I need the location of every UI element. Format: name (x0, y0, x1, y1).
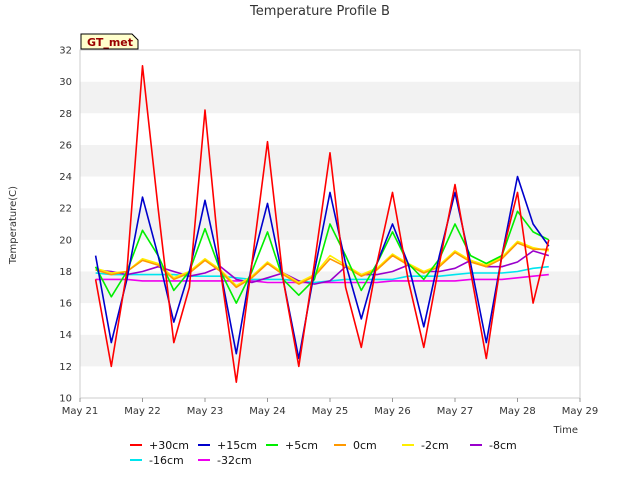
x-tick-label: May 27 (437, 406, 474, 417)
legend-label: +30cm (149, 439, 189, 452)
x-tick-label: May 29 (562, 406, 599, 417)
legend-label: -32cm (217, 454, 252, 467)
grid-band (80, 144, 580, 177)
x-tick-label: May 21 (62, 406, 99, 417)
y-tick-label: 28 (59, 109, 72, 120)
y-tick-label: 26 (59, 140, 72, 151)
x-tick-label: May 23 (187, 406, 224, 417)
y-tick-label: 14 (59, 330, 72, 341)
gt-met-annotation: GT_met (80, 33, 139, 50)
series-line-+5cm (94, 210, 550, 304)
y-tick-label: 24 (59, 172, 72, 183)
y-tick-label: 20 (59, 235, 72, 246)
grid-band (80, 50, 580, 82)
x-tick-label: May 25 (312, 406, 349, 417)
series-line-+30cm (94, 65, 550, 384)
grid-band (80, 271, 580, 304)
y-tick-label: 10 (59, 394, 72, 405)
legend: +30cm +15cm +5cm 0cm -2cm -8cm -16cm -32cm (130, 439, 517, 467)
legend-label: 0cm (353, 439, 377, 452)
grid-band (80, 81, 580, 114)
y-tick-label: 30 (59, 77, 72, 88)
legend-label: -2cm (421, 439, 449, 452)
y-axis-ticks: 10 12 14 16 18 20 22 24 26 28 30 32 (59, 46, 72, 405)
y-tick-label: 32 (59, 46, 72, 57)
x-tick-label: May 26 (374, 406, 411, 417)
y-tick-label: 18 (59, 267, 72, 278)
x-tick-label: May 24 (249, 406, 286, 417)
y-tick-label: 16 (59, 299, 72, 310)
y-tick-label: 12 (59, 362, 72, 373)
y-axis-label: Temperature(C) (8, 186, 19, 265)
legend-label: +15cm (217, 439, 257, 452)
chart-title: Temperature Profile B (249, 4, 390, 19)
x-tick-label: May 22 (124, 406, 161, 417)
x-axis-label: Time (553, 425, 578, 436)
series-line-0cm (95, 242, 549, 289)
grid-band (80, 303, 580, 335)
series-line--2cm (95, 240, 549, 287)
grid-band (80, 113, 580, 145)
grid-band (80, 334, 580, 367)
legend-label: +5cm (285, 439, 318, 452)
legend-label: -16cm (149, 454, 184, 467)
legend-label: -8cm (489, 439, 517, 452)
y-tick-label: 22 (59, 204, 72, 215)
series-lines (94, 65, 550, 384)
annotation-label: GT_met (87, 36, 133, 49)
x-axis-ticks: May 21 May 22 May 23 May 24 May 25 May 26 May … (62, 398, 599, 417)
x-tick-label: May 28 (499, 406, 536, 417)
grid-band (80, 366, 580, 398)
series-line-+15cm (94, 175, 550, 360)
